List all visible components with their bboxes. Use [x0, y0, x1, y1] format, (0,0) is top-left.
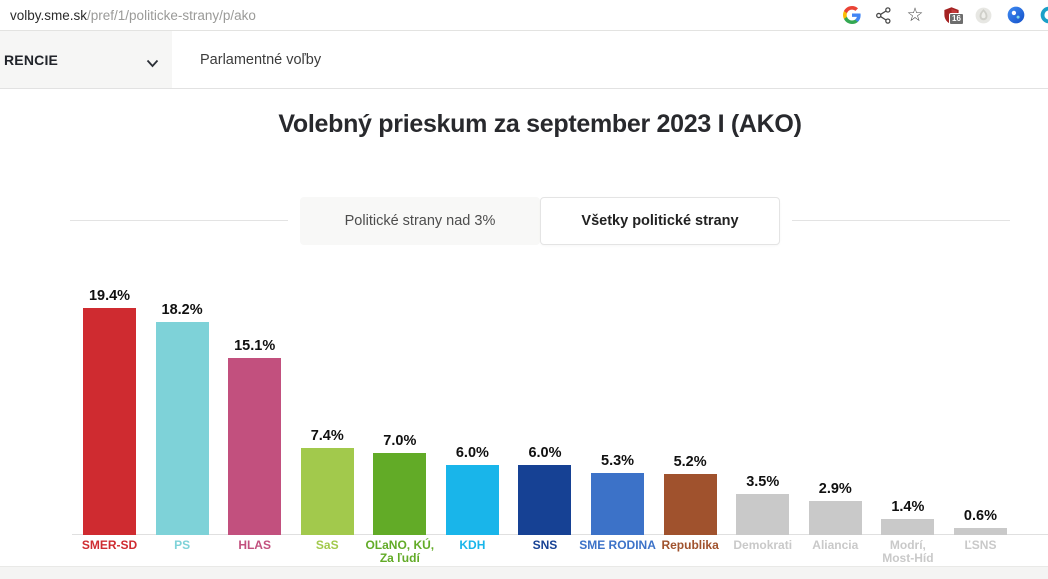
- bar-category-label: KDH: [459, 538, 486, 552]
- bar-value-label: 2.9%: [818, 481, 852, 497]
- bar-10[interactable]: [808, 501, 862, 535]
- bar-value-label: 19.4%: [88, 288, 131, 304]
- bar-category-label: SaS: [315, 538, 339, 552]
- bar-0[interactable]: [83, 308, 136, 535]
- footer-strip: [0, 566, 1048, 579]
- bar-value-label: 1.4%: [891, 499, 925, 515]
- nav-item-parliament-elections[interactable]: Parlamentné voľby: [200, 31, 321, 88]
- bar-8[interactable]: [663, 474, 717, 535]
- bar-value-label: 7.0%: [383, 433, 417, 449]
- bar-category-label: Aliancia: [812, 538, 859, 552]
- tab-all-parties[interactable]: Všetky politické strany: [540, 197, 780, 245]
- chart-tab-group: Politické strany nad 3% Všetky politické…: [300, 197, 780, 245]
- bar-6[interactable]: [518, 465, 572, 535]
- tab-label: Politické strany nad 3%: [344, 213, 496, 229]
- google-g-logo: [843, 6, 861, 24]
- nav-item-label: Parlamentné voľby: [200, 51, 322, 68]
- chevron-down-icon: [146, 55, 159, 73]
- url-host: volby.sme.sk: [10, 7, 88, 23]
- bar-category-label: Republika: [661, 538, 719, 552]
- bar-value-label: 6.0%: [455, 445, 489, 461]
- bar-category-label: HLAS: [238, 538, 271, 552]
- tab-label: Všetky politické strany: [581, 213, 739, 229]
- ublock-badge-count: 16: [949, 13, 964, 25]
- bar-category-label: SNS: [532, 538, 558, 552]
- bar-category-label: PS: [174, 538, 191, 552]
- bar-category-label: ĽSNS: [964, 538, 997, 552]
- bar-11[interactable]: [881, 519, 935, 535]
- bar-2[interactable]: [228, 358, 282, 535]
- bar-category-label: Demokrati: [733, 538, 793, 552]
- divider-line-right: [792, 220, 1010, 221]
- bar-category-label: SMER-SD: [81, 538, 138, 552]
- ublock-shield-icon[interactable]: 16: [940, 4, 964, 26]
- bar-value-label: 3.5%: [746, 474, 780, 490]
- tab-parties-above-3pct[interactable]: Politické strany nad 3%: [300, 197, 540, 245]
- bar-7[interactable]: [591, 473, 645, 535]
- bar-5[interactable]: [445, 465, 499, 535]
- divider-line-left: [70, 220, 288, 221]
- preferences-menu-label: RENCIE: [4, 51, 59, 68]
- bar-value-label: 7.4%: [310, 428, 344, 444]
- bar-1[interactable]: [155, 322, 209, 535]
- bar-category-label: Modrí, Most-Híd: [882, 538, 934, 565]
- url-path: /pref/1/politicke-strany/p/ako: [87, 7, 256, 23]
- bar-value-label: 5.3%: [601, 453, 635, 469]
- bar-value-label: 5.2%: [673, 454, 707, 470]
- preferences-menu[interactable]: RENCIE: [0, 31, 172, 88]
- browser-address-bar: volby.sme.sk/pref/1/politicke-strany/p/a…: [0, 0, 1048, 31]
- bookmark-star-icon[interactable]: ☆: [906, 4, 924, 26]
- site-nav: RENCIE Parlamentné voľby: [0, 31, 1048, 89]
- share-icon[interactable]: [872, 4, 894, 26]
- bar-value-label: 0.6%: [963, 508, 997, 524]
- url-field[interactable]: volby.sme.sk/pref/1/politicke-strany/p/a…: [10, 0, 256, 30]
- bar-9[interactable]: [736, 494, 790, 535]
- bar-3[interactable]: [300, 448, 354, 535]
- bar-4[interactable]: [373, 453, 427, 535]
- bar-category-label: SME RODINA: [579, 538, 656, 552]
- poll-bar-chart: 19.4% SMER-SD 18.2% PS 15.1% HLAS 7.4% SaS 7.0% O…: [0, 285, 1048, 579]
- google-icon[interactable]: [841, 4, 863, 26]
- onion-extension-icon[interactable]: [972, 4, 994, 26]
- blue-extension-icon[interactable]: [1005, 4, 1027, 26]
- bar-value-label: 15.1%: [234, 338, 276, 354]
- page-title: Volebný prieskum za september 2023 I (AK…: [278, 109, 802, 138]
- bar-category-label: OĽaNO, KÚ, Za ľudí: [365, 538, 435, 565]
- bar-value-label: 18.2%: [161, 302, 203, 318]
- bar-value-label: 6.0%: [528, 445, 562, 461]
- bar-12[interactable]: [953, 528, 1007, 535]
- partial-extension-icon[interactable]: [1038, 4, 1048, 26]
